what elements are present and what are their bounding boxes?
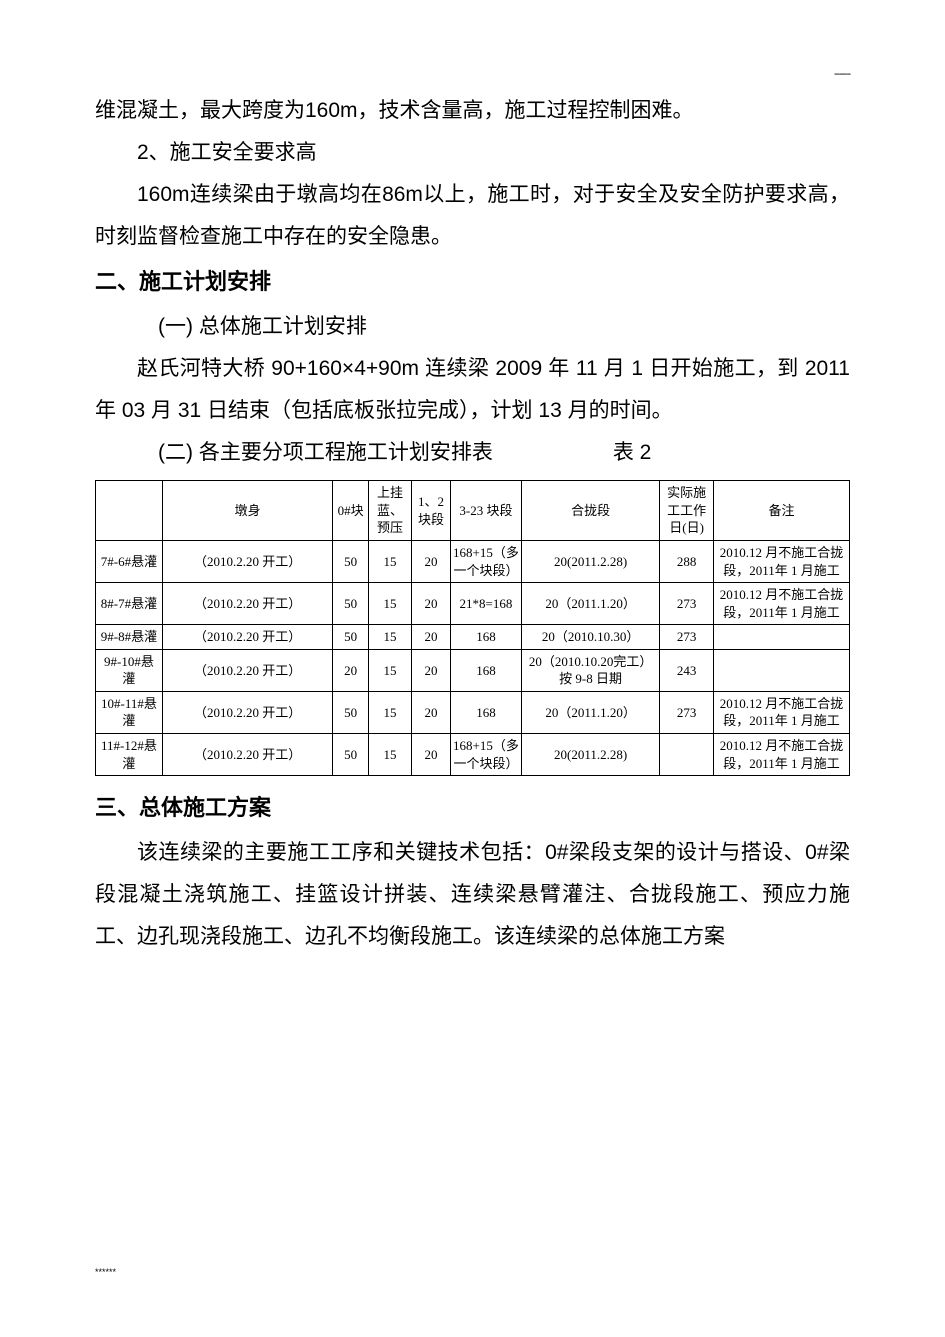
td: 288 xyxy=(660,541,714,583)
td: 9#-8#悬灌 xyxy=(96,625,163,650)
paragraph-4: (一) 总体施工计划安排 xyxy=(95,306,850,348)
paragraph-7: 该连续梁的主要施工工序和关键技术包括：0#梁段支架的设计与搭设、0#梁段混凝土浇… xyxy=(95,832,850,958)
td: 20(2011.2.28) xyxy=(522,733,660,775)
table-row: 9#-10#悬灌 （2010.2.20 开工） 20 15 20 168 20（… xyxy=(96,649,850,691)
td: 2010.12 月不施工合拢段，2011年 1 月施工 xyxy=(714,691,850,733)
table-row: 11#-12#悬灌 （2010.2.20 开工） 50 15 20 168+15… xyxy=(96,733,850,775)
table-header-row: 墩身 0#块 上挂蓝、预压 1、2块段 3-23 块段 合拢段 实际施工工作日(… xyxy=(96,481,850,541)
th-7: 实际施工工作日(日) xyxy=(660,481,714,541)
schedule-table: 墩身 0#块 上挂蓝、预压 1、2块段 3-23 块段 合拢段 实际施工工作日(… xyxy=(95,480,850,776)
td: 50 xyxy=(333,625,369,650)
td: 2010.12 月不施工合拢段，2011年 1 月施工 xyxy=(714,583,850,625)
td: 21*8=168 xyxy=(450,583,521,625)
td: 11#-12#悬灌 xyxy=(96,733,163,775)
td: 7#-6#悬灌 xyxy=(96,541,163,583)
td: 273 xyxy=(660,691,714,733)
table-row: 8#-7#悬灌 （2010.2.20 开工） 50 15 20 21*8=168… xyxy=(96,583,850,625)
paragraph-3: 160m连续梁由于墩高均在86m以上，施工时，对于安全及安全防护要求高，时刻监督… xyxy=(95,174,850,258)
td: （2010.2.20 开工） xyxy=(162,649,332,691)
td: 15 xyxy=(368,583,411,625)
td xyxy=(660,733,714,775)
paragraph-2: 2、施工安全要求高 xyxy=(95,132,850,174)
td: （2010.2.20 开工） xyxy=(162,583,332,625)
td xyxy=(714,649,850,691)
td: 50 xyxy=(333,583,369,625)
paragraph-5: 赵氏河特大桥 90+160×4+90m 连续梁 2009 年 11 月 1 日开… xyxy=(95,348,850,432)
th-5: 3-23 块段 xyxy=(450,481,521,541)
td: 10#-11#悬灌 xyxy=(96,691,163,733)
td: 20 xyxy=(412,691,451,733)
td xyxy=(714,625,850,650)
subsection-title-line: (二) 各主要分项工程施工计划安排表 表 2 xyxy=(95,432,850,474)
th-3: 上挂蓝、预压 xyxy=(368,481,411,541)
td: 20（2011.1.20） xyxy=(522,583,660,625)
td: 15 xyxy=(368,733,411,775)
td: 20 xyxy=(333,649,369,691)
table-row: 9#-8#悬灌 （2010.2.20 开工） 50 15 20 168 20（2… xyxy=(96,625,850,650)
table-row: 7#-6#悬灌 （2010.2.20 开工） 50 15 20 168+15（多… xyxy=(96,541,850,583)
table-label: 表 2 xyxy=(613,436,652,466)
td: 15 xyxy=(368,625,411,650)
th-4: 1、2块段 xyxy=(412,481,451,541)
td: 50 xyxy=(333,691,369,733)
th-1: 墩身 xyxy=(162,481,332,541)
td: 2010.12 月不施工合拢段，2011年 1 月施工 xyxy=(714,733,850,775)
td: 8#-7#悬灌 xyxy=(96,583,163,625)
td: 20（2011.1.20） xyxy=(522,691,660,733)
th-8: 备注 xyxy=(714,481,850,541)
td: 20(2011.2.28) xyxy=(522,541,660,583)
td: 168+15（多一个块段） xyxy=(450,733,521,775)
footer-stars: ****** xyxy=(95,1267,116,1277)
document-page: ------ 维混凝土，最大跨度为160m，技术含量高，施工过程控制困难。 2、… xyxy=(0,0,945,1337)
td: （2010.2.20 开工） xyxy=(162,625,332,650)
td: （2010.2.20 开工） xyxy=(162,691,332,733)
table-row: 10#-11#悬灌 （2010.2.20 开工） 50 15 20 168 20… xyxy=(96,691,850,733)
td: 273 xyxy=(660,583,714,625)
heading-3: 三、总体施工方案 xyxy=(95,784,850,832)
heading-2: 二、施工计划安排 xyxy=(95,258,850,306)
td: 9#-10#悬灌 xyxy=(96,649,163,691)
td: 20 xyxy=(412,649,451,691)
td: （2010.2.20 开工） xyxy=(162,541,332,583)
td: 15 xyxy=(368,541,411,583)
td: （2010.2.20 开工） xyxy=(162,733,332,775)
td: 2010.12 月不施工合拢段，2011年 1 月施工 xyxy=(714,541,850,583)
td: 168 xyxy=(450,625,521,650)
td: 20 xyxy=(412,733,451,775)
td: 15 xyxy=(368,649,411,691)
td: 50 xyxy=(333,541,369,583)
td: 168+15（多一个块段） xyxy=(450,541,521,583)
td: 50 xyxy=(333,733,369,775)
paragraph-1: 维混凝土，最大跨度为160m，技术含量高，施工过程控制困难。 xyxy=(95,90,850,132)
td: 15 xyxy=(368,691,411,733)
th-6: 合拢段 xyxy=(522,481,660,541)
td: 243 xyxy=(660,649,714,691)
th-0 xyxy=(96,481,163,541)
td: 168 xyxy=(450,649,521,691)
td: 20（2010.10.20完工）按 9-8 日期 xyxy=(522,649,660,691)
td: 20 xyxy=(412,541,451,583)
paragraph-6: (二) 各主要分项工程施工计划安排表 xyxy=(95,432,493,474)
td: 20 xyxy=(412,625,451,650)
td: 273 xyxy=(660,625,714,650)
header-dashes: ------ xyxy=(834,68,850,80)
td: 20 xyxy=(412,583,451,625)
td: 20（2010.10.30） xyxy=(522,625,660,650)
th-2: 0#块 xyxy=(333,481,369,541)
td: 168 xyxy=(450,691,521,733)
